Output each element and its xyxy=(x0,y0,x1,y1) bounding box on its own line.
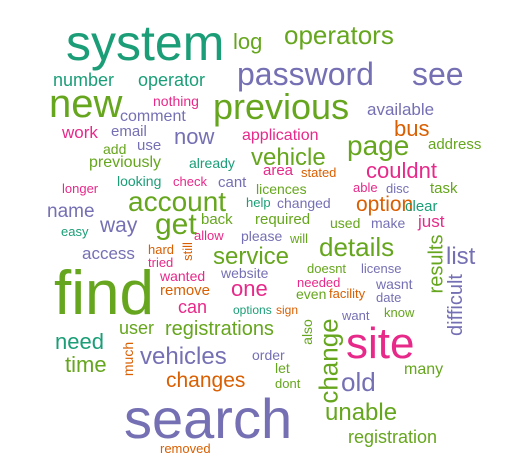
word-options: options xyxy=(233,303,272,317)
word-number: number xyxy=(53,70,115,90)
word-easy: easy xyxy=(61,224,89,239)
word-please: please xyxy=(241,228,283,244)
word-task: task xyxy=(430,180,458,197)
word-one: one xyxy=(231,276,268,301)
word-help: help xyxy=(246,195,271,210)
word-email: email xyxy=(111,123,147,140)
word-change: change xyxy=(313,317,344,404)
word-know: know xyxy=(384,305,415,320)
word-can: can xyxy=(178,297,208,317)
word-cant: cant xyxy=(218,174,247,191)
word-vehicle: vehicle xyxy=(251,144,326,171)
word-order: order xyxy=(252,347,285,363)
word-doesnt: doesnt xyxy=(307,261,347,276)
word-operator: operator xyxy=(138,70,206,90)
word-much: much xyxy=(120,341,137,377)
word-wanted: wanted xyxy=(160,268,206,284)
word-still: still xyxy=(179,242,195,261)
word-application: application xyxy=(242,127,319,144)
word-new: new xyxy=(49,82,123,126)
word-many: many xyxy=(404,361,444,378)
word-removed: removed xyxy=(160,441,211,456)
word-user: user xyxy=(119,318,155,338)
word-service: service xyxy=(213,243,290,270)
word-couldnt: couldnt xyxy=(366,158,437,183)
word-access: access xyxy=(82,244,135,263)
word-also: also xyxy=(298,319,315,345)
word-site: site xyxy=(346,319,415,368)
word-wasnt: wasnt xyxy=(376,276,413,292)
word-registration: registration xyxy=(348,427,438,447)
word-back: back xyxy=(201,211,233,228)
word-password: password xyxy=(237,56,374,92)
word-longer: longer xyxy=(62,181,99,196)
word-nothing: nothing xyxy=(153,93,199,109)
word-needed: needed xyxy=(297,275,341,290)
word-details: details xyxy=(319,232,395,262)
word-address: address xyxy=(428,136,482,153)
word-licences: licences xyxy=(256,181,307,197)
word-remove: remove xyxy=(160,282,211,299)
word-sign: sign xyxy=(276,303,299,317)
word-log: log xyxy=(233,29,263,54)
word-allow: allow xyxy=(194,228,224,243)
word-results: results xyxy=(424,234,447,293)
word-unable: unable xyxy=(325,399,398,426)
word-search: search xyxy=(124,387,293,450)
word-list: list xyxy=(446,243,476,270)
word-tried: tried xyxy=(148,255,174,270)
word-license: license xyxy=(361,261,402,276)
word-name: name xyxy=(47,201,95,222)
word-previous: previous xyxy=(213,86,350,127)
word-will: will xyxy=(290,231,309,246)
word-required: required xyxy=(255,211,311,228)
word-changes: changes xyxy=(166,369,246,392)
word-account: account xyxy=(128,186,227,217)
word-check: check xyxy=(173,174,207,189)
word-used: used xyxy=(330,215,361,231)
word-operators: operators xyxy=(284,20,394,50)
word-find: find xyxy=(54,259,154,328)
word-date: date xyxy=(376,290,402,305)
word-get: get xyxy=(155,208,197,241)
word-able: able xyxy=(353,180,378,195)
word-changed: changed xyxy=(277,195,331,211)
word-want: want xyxy=(342,308,370,323)
word-time: time xyxy=(65,352,107,377)
word-dont: dont xyxy=(275,376,301,391)
word-stated: stated xyxy=(301,165,337,180)
word-previously: previously xyxy=(89,154,162,171)
word-difficult: difficult xyxy=(444,274,467,336)
word-work: work xyxy=(62,123,98,142)
word-already: already xyxy=(189,155,235,171)
word-registrations: registrations xyxy=(165,318,274,340)
word-see: see xyxy=(412,56,464,92)
word-make: make xyxy=(371,215,406,231)
word-bus: bus xyxy=(394,116,430,141)
word-page: page xyxy=(347,130,410,161)
word-now: now xyxy=(174,124,215,149)
word-system: system xyxy=(66,15,225,71)
word-just: just xyxy=(418,212,445,231)
word-vehicles: vehicles xyxy=(140,343,227,370)
word-old: old xyxy=(341,367,376,397)
word-area: area xyxy=(263,162,294,179)
word-even: even xyxy=(296,286,327,302)
word-option: option xyxy=(356,193,414,216)
word-facility: facility xyxy=(329,286,366,301)
word-comment: comment xyxy=(120,108,186,125)
word-disc: disc xyxy=(386,181,410,196)
word-way: way xyxy=(100,214,138,237)
word-looking: looking xyxy=(117,173,162,189)
word-available: available xyxy=(367,100,435,119)
word-use: use xyxy=(137,137,162,154)
word-clear: clear xyxy=(405,198,438,215)
word-need: need xyxy=(55,329,104,354)
word-website: website xyxy=(221,265,269,281)
word-add: add xyxy=(103,141,127,157)
word-let: let xyxy=(275,360,290,376)
word-hard: hard xyxy=(148,242,175,257)
